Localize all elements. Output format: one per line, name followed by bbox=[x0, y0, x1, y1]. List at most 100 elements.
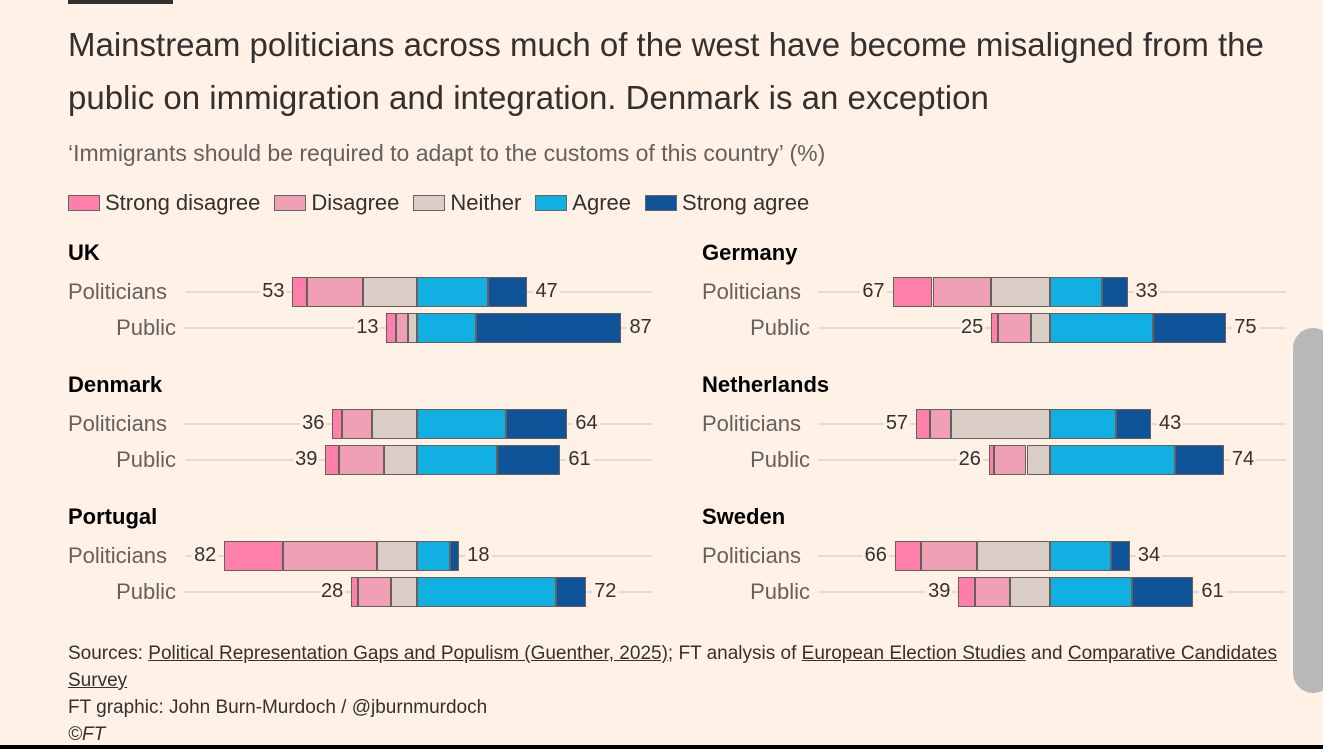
left-total-label: 26 bbox=[956, 448, 983, 471]
right-total-label: 75 bbox=[1232, 316, 1259, 339]
sources-and: and bbox=[1025, 643, 1068, 664]
bar-segment-neither bbox=[1031, 313, 1050, 343]
left-total-label: 39 bbox=[926, 580, 953, 603]
bar-segment-agree bbox=[1050, 277, 1102, 307]
country-title: Sweden bbox=[702, 504, 786, 529]
row-label: Public bbox=[702, 447, 810, 473]
row-label: Politicians bbox=[68, 279, 183, 305]
bar-segment-disagree bbox=[974, 577, 1011, 607]
bar-segment-neither bbox=[384, 445, 417, 475]
bar-segment-disagree bbox=[998, 313, 1032, 343]
bar-segment-neither bbox=[977, 541, 1050, 571]
row-label: Politicians bbox=[68, 543, 183, 569]
legend-label: Strong disagree bbox=[105, 190, 261, 215]
bar-segment-strong-disagree bbox=[892, 277, 933, 307]
source-link-guenther[interactable]: Political Representation Gaps and Populi… bbox=[148, 643, 668, 664]
side-panel-handle[interactable] bbox=[1293, 328, 1323, 693]
legend-item: Strong agree bbox=[645, 190, 809, 216]
right-total-label: 33 bbox=[1133, 280, 1160, 303]
bar-segment-disagree bbox=[930, 409, 952, 439]
left-total-label: 57 bbox=[883, 412, 911, 435]
bar-segment-strong-agree bbox=[1153, 313, 1227, 343]
source-link-ees[interactable]: European Election Studies bbox=[801, 643, 1026, 664]
bar-segment-neither bbox=[372, 409, 417, 439]
left-total-label: 36 bbox=[300, 412, 327, 435]
sources-prefix: Sources: bbox=[68, 643, 149, 664]
bar-segment-neither bbox=[377, 541, 417, 571]
legend-swatch bbox=[413, 195, 446, 211]
legend-swatch bbox=[68, 195, 100, 211]
legend-swatch bbox=[274, 195, 307, 211]
row-label: Politicians bbox=[702, 279, 817, 305]
row-label: Public bbox=[702, 579, 810, 605]
bar-segment-agree bbox=[417, 577, 556, 607]
source-link-ccs[interactable]: Comparative Candidates Survey bbox=[68, 643, 1277, 691]
right-total-label: 43 bbox=[1157, 412, 1184, 435]
row-label: Politicians bbox=[702, 411, 817, 437]
copyright: ©FT bbox=[68, 724, 106, 745]
country-title: UK bbox=[68, 240, 100, 265]
bar-segment-agree bbox=[417, 313, 476, 343]
country-title: Germany bbox=[702, 240, 798, 265]
bar-segment-strong-disagree bbox=[292, 277, 307, 307]
country-title: Denmark bbox=[68, 372, 163, 397]
bar-segment-agree bbox=[1050, 577, 1133, 607]
left-total-label: 67 bbox=[860, 280, 887, 303]
top-rule bbox=[68, 0, 173, 4]
credit: FT graphic: John Burn-Murdoch / @jburnmu… bbox=[68, 697, 488, 718]
left-total-label: 53 bbox=[260, 280, 287, 303]
legend-label: Neither bbox=[450, 190, 522, 215]
sources-mid: ; FT analysis of bbox=[667, 643, 802, 664]
bar-segment-strong-agree bbox=[1115, 409, 1152, 439]
bar-segment-strong-agree bbox=[506, 409, 568, 439]
bar-segment-strong-agree bbox=[487, 277, 528, 307]
bar-segment-agree bbox=[417, 409, 507, 439]
bar-segment-disagree bbox=[993, 445, 1027, 475]
bar-segment-neither bbox=[391, 577, 417, 607]
bar-segment-neither bbox=[407, 313, 417, 343]
chart-title: Mainstream politicians across much of th… bbox=[68, 26, 1264, 116]
bar-segment-strong-agree bbox=[496, 445, 561, 475]
bar-segment-strong-agree bbox=[555, 577, 587, 607]
right-total-label: 18 bbox=[465, 544, 492, 567]
bar-segment-strong-agree bbox=[475, 313, 622, 343]
bar-segment-strong-disagree bbox=[991, 313, 999, 343]
left-total-label: 13 bbox=[354, 316, 381, 339]
bar-segment-strong-disagree bbox=[916, 409, 931, 439]
sources: Sources: Political Representation Gaps a… bbox=[68, 640, 1298, 694]
chart-subtitle: ‘Immigrants should be required to adapt … bbox=[68, 140, 826, 166]
row-label: Public bbox=[68, 315, 176, 341]
right-total-label: 61 bbox=[1199, 580, 1226, 603]
legend-label: Disagree bbox=[311, 190, 400, 215]
bar-segment-agree bbox=[1050, 445, 1175, 475]
bar-segment-disagree bbox=[395, 313, 408, 343]
bar-segment-disagree bbox=[341, 409, 373, 439]
right-total-label: 61 bbox=[566, 448, 593, 471]
right-total-label: 47 bbox=[533, 280, 560, 303]
legend-item: Agree bbox=[535, 190, 631, 216]
bar-segment-strong-agree bbox=[1132, 577, 1194, 607]
bar-segment-neither bbox=[991, 277, 1050, 307]
bar-segment-neither bbox=[1026, 445, 1050, 475]
left-total-label: 82 bbox=[192, 544, 219, 567]
country-title: Portugal bbox=[68, 504, 158, 529]
bar-segment-strong-agree bbox=[1101, 277, 1128, 307]
left-total-label: 28 bbox=[318, 580, 346, 603]
row-label: Public bbox=[68, 579, 176, 605]
left-total-label: 25 bbox=[959, 316, 986, 339]
row-label: Public bbox=[702, 315, 810, 341]
right-total-label: 87 bbox=[627, 316, 654, 339]
row-label: Politicians bbox=[68, 411, 183, 437]
right-total-label: 72 bbox=[592, 580, 619, 603]
bar-segment-agree bbox=[417, 541, 450, 571]
bar-segment-neither bbox=[362, 277, 417, 307]
bar-segment-strong-disagree bbox=[958, 577, 975, 607]
bar-segment-strong-agree bbox=[1174, 445, 1224, 475]
left-total-label: 39 bbox=[293, 448, 320, 471]
bar-segment-agree bbox=[1050, 313, 1154, 343]
legend-item: Disagree bbox=[274, 190, 399, 216]
bar-segment-neither bbox=[951, 409, 1050, 439]
bar-segment-disagree bbox=[920, 541, 978, 571]
bar-segment-strong-disagree bbox=[325, 445, 340, 475]
legend-swatch bbox=[645, 195, 678, 211]
